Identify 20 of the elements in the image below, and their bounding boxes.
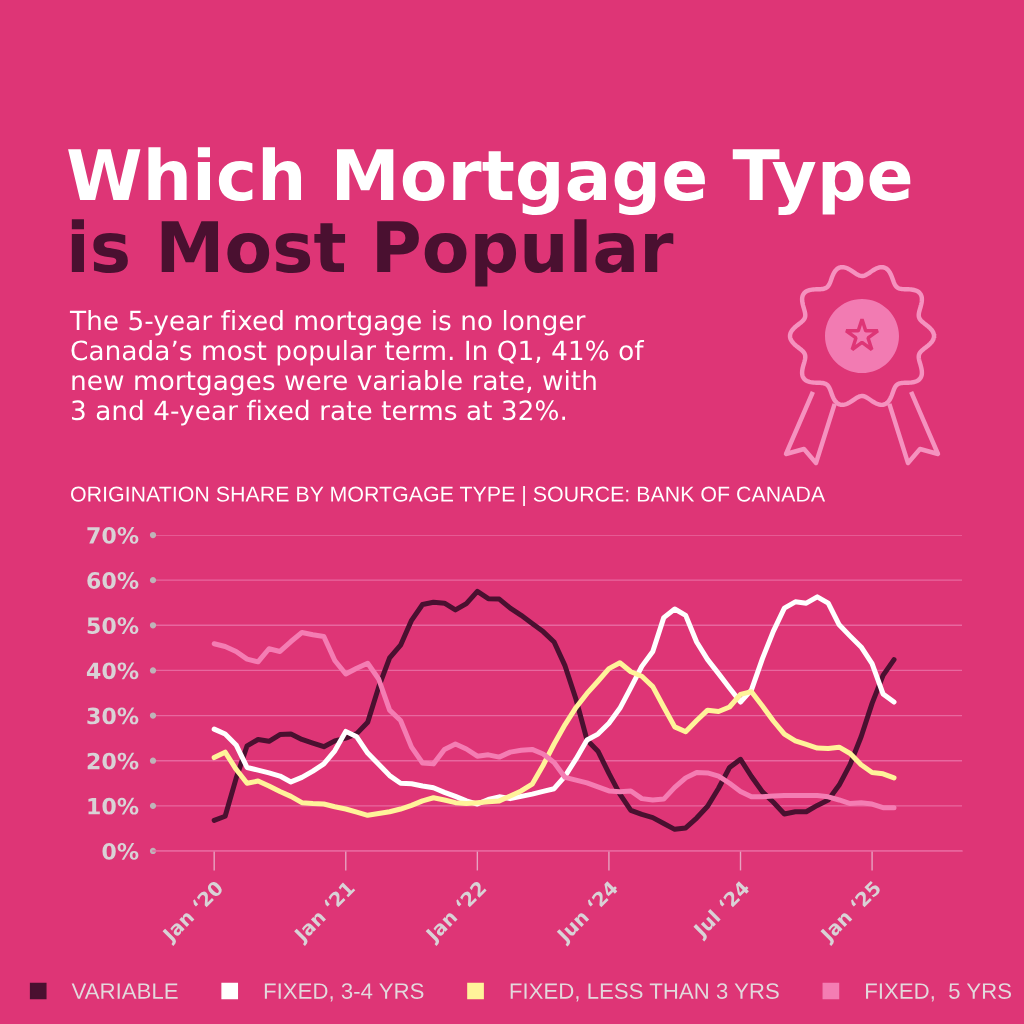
y-tick-label: 10%: [88, 797, 139, 815]
text: ORIGINATION SHARE BY MORTGAGE TYPE | SOURCE: BANK OF CANADA: [71, 485, 826, 507]
y-tick-label: 60%: [87, 572, 139, 589]
legend-label: FIXED, 5 YRS: [866, 983, 1011, 1002]
y-tick-label: 70%: [87, 526, 139, 544]
y-tick-label: 20%: [87, 752, 139, 770]
y-tick-label: 40%: [86, 662, 139, 680]
x-tick-label: Jul ‘24: [690, 879, 754, 942]
chart-subtitle: The 5-year fixed mortgage is no longer Canada’s most popular term. In Q1, 41% of new mortgages were variable rate, with 3 and 4-year fixed rate terms at 32%.: [69, 310, 645, 426]
y-tick-label: 50%: [87, 617, 139, 635]
legend-label: FIXED, 3-4 YRS: [264, 983, 424, 1002]
legend-label: FIXED, LESS THAN 3 YRS: [510, 983, 779, 1002]
chart-title: Which Mortgage Type is Most Popular: [68, 147, 911, 287]
y-tick-label: 0%: [102, 842, 139, 860]
y-tick-label: 30%: [87, 707, 139, 725]
x-tick-label: Jan ‘25: [818, 879, 885, 947]
x-tick-label: Jan ‘20: [160, 879, 227, 947]
legend-label: VARIABLE: [71, 983, 178, 999]
x-tick-label: Jan ‘22: [423, 880, 490, 947]
x-tick-label: Jan ‘21: [291, 879, 359, 947]
